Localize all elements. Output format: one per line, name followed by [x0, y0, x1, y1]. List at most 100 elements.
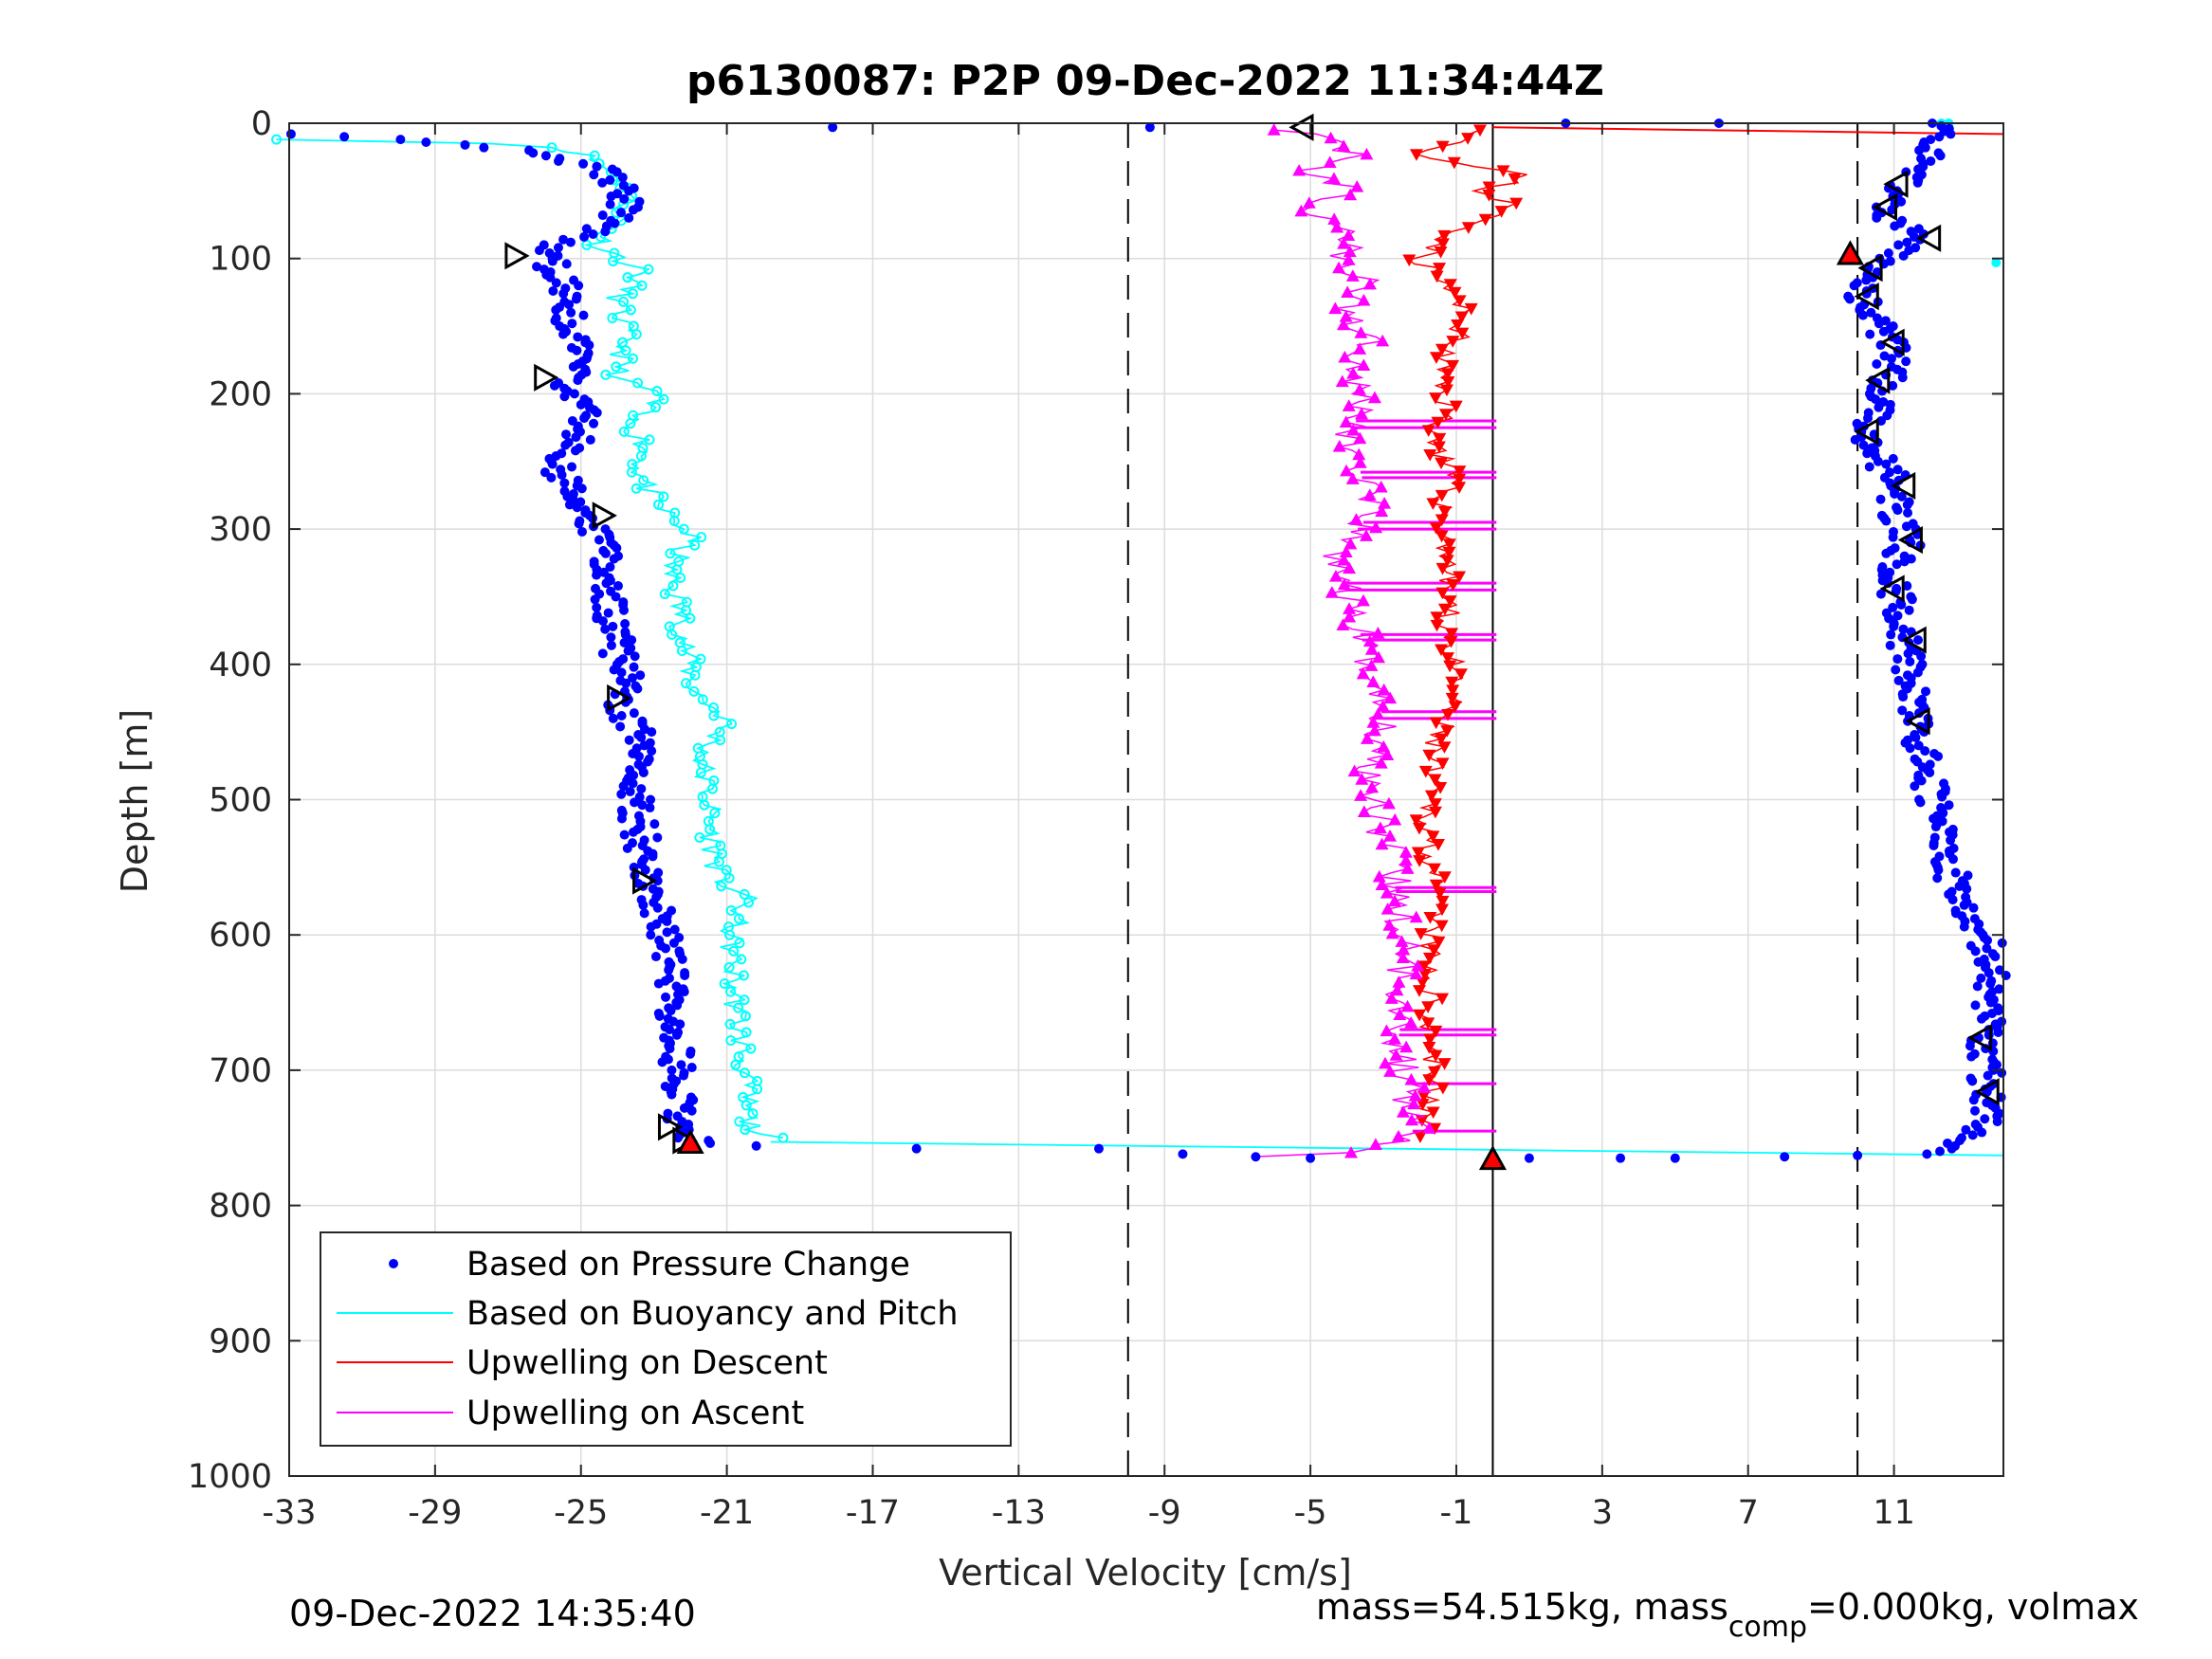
buoyancy-model-point: [733, 1002, 744, 1013]
upwelling-descent-point: [1429, 392, 1443, 405]
pressure-change-point: [1858, 440, 1869, 450]
upwelling-ascent-point: [1377, 683, 1391, 696]
upwelling-ascent-point: [1343, 610, 1357, 623]
pressure-change-point: [639, 908, 649, 919]
upwelling-ascent-point: [1356, 666, 1370, 680]
pressure-change-point: [628, 778, 638, 789]
upwelling-descent-point: [1437, 505, 1452, 519]
pressure-change-point: [1899, 556, 1910, 567]
pressure-change-point: [1913, 635, 1924, 646]
upwelling-ascent-point: [1344, 188, 1358, 201]
data-layer: [271, 118, 2011, 1163]
buoyancy-model-point: [716, 881, 727, 892]
pressure-change-point: [554, 155, 564, 166]
upwelling-ascent-point: [1335, 374, 1349, 388]
upwelling-ascent-point: [1357, 293, 1371, 306]
upwelling-ascent-point: [1337, 553, 1351, 566]
x-tick-label: 11: [1873, 1494, 1915, 1532]
upwelling-descent-point: [1435, 993, 1450, 1006]
buoyancy-model-point: [739, 888, 750, 900]
upwelling-ascent-point: [1409, 910, 1423, 923]
pressure-change-point: [665, 1044, 675, 1054]
buoyancy-model-point: [589, 150, 600, 161]
upwelling-ascent-point: [1375, 504, 1389, 518]
pressure-change-point: [573, 375, 583, 386]
pressure-change-point: [612, 581, 623, 592]
upwelling-descent-point: [1426, 830, 1440, 844]
buoyancy-model-point: [739, 1067, 750, 1079]
pressure-change-point: [565, 237, 576, 247]
pressure-change-point: [597, 177, 608, 188]
pressure-change-point: [1947, 895, 1958, 905]
upwelling-ascent-point: [1411, 959, 1425, 972]
y-tick-label: 400: [209, 647, 272, 684]
pressure-change-point: [540, 151, 551, 161]
pressure-change-point: [588, 229, 598, 240]
pressure-change-point: [571, 446, 581, 456]
upwelling-descent-point: [1453, 571, 1467, 584]
pressure-change-point: [1887, 205, 1897, 215]
pressure-change-point: [1864, 462, 1874, 472]
pressure-change-point: [671, 1030, 682, 1040]
pressure-change-point: [592, 570, 602, 580]
buoyancy-model-point: [622, 272, 633, 283]
upwelling-descent-point: [1435, 343, 1449, 356]
upwelling-descent-point: [1433, 887, 1447, 900]
pressure-change-point: [1913, 740, 1924, 751]
buoyancy-model-point: [736, 954, 747, 965]
upwelling-descent-point: [1444, 635, 1458, 648]
pressure-change-point: [616, 208, 627, 218]
upwelling-descent-point: [1446, 336, 1460, 348]
x-tick-label: -5: [1294, 1494, 1327, 1532]
pressure-change-point: [1845, 294, 1856, 304]
buoyancy-model-point: [743, 897, 755, 908]
legend-entry-pressure: Based on Pressure Change: [389, 1246, 910, 1284]
upwelling-ascent-point: [1344, 537, 1358, 550]
upwelling-ascent-point: [1385, 926, 1399, 939]
highlight-triangle: [1901, 626, 1927, 654]
pressure-change-point: [616, 711, 627, 721]
buoyancy-model-point: [625, 304, 636, 316]
pressure-change-point: [1874, 402, 1884, 412]
highlight-triangle: [1974, 1078, 2000, 1106]
pressure-change-point: [628, 205, 638, 215]
upwelling-ascent-point: [1323, 155, 1337, 168]
buoyancy-model-point: [740, 1027, 752, 1038]
buoyancy-model-point: [631, 483, 642, 494]
buoyancy-model-point: [681, 605, 692, 616]
pressure-change-point: [558, 329, 568, 339]
upwelling-ascent-point: [1376, 700, 1390, 712]
upwelling-descent-point: [1508, 173, 1522, 186]
upwelling-ascent-point: [1388, 812, 1402, 826]
upwelling-ascent-point: [1372, 869, 1386, 883]
upwelling-ascent-point: [1350, 180, 1364, 192]
buoyancy-model-point: [695, 767, 706, 778]
pressure-change-point: [421, 137, 431, 147]
upwelling-ascent-point: [1342, 228, 1356, 242]
upwelling-ascent-point: [1326, 172, 1341, 185]
pressure-change-point: [635, 670, 646, 681]
upwelling-descent-point: [1422, 749, 1436, 762]
upwelling-descent-point: [1428, 798, 1442, 811]
upwelling-ascent-point: [1383, 691, 1398, 704]
buoyancy-model-point: [730, 1059, 741, 1070]
buoyancy-model-point: [653, 499, 665, 510]
buoyancy-model-line: [770, 1140, 2004, 1157]
upwelling-descent-point: [1429, 1025, 1443, 1038]
pressure-change-point: [610, 218, 620, 228]
pressure-change-point: [680, 971, 690, 981]
pressure-change-point: [606, 632, 616, 643]
upwelling-ascent-point: [1345, 269, 1360, 282]
pressure-change-point: [567, 319, 577, 329]
upwelling-ascent-point: [1389, 1048, 1403, 1061]
pressure-change-point: [1883, 247, 1893, 258]
upwelling-ascent-point: [1398, 853, 1413, 866]
buoyancy-model-point: [608, 256, 619, 267]
pressure-change-point: [639, 740, 649, 751]
upwelling-ascent-point: [1399, 1040, 1414, 1053]
upwelling-descent-point: [1445, 676, 1459, 689]
pressure-change-point: [1886, 629, 1896, 640]
pressure-change-point: [828, 122, 838, 133]
pressure-change-point: [547, 256, 558, 266]
upwelling-descent-point: [1437, 603, 1452, 616]
